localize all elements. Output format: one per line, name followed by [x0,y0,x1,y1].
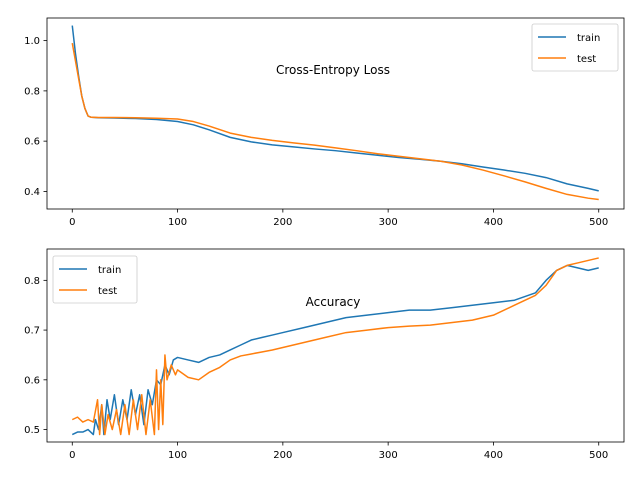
accuracy-ticks-layer: 0 100 200 300 400 500 0.5 0.6 0.7 0.8 [24,276,608,461]
accuracy-series-line-train [71,264,599,436]
loss-legend-box [531,23,619,72]
accuracy-x-tick-label: 500 [589,450,608,461]
loss-legend-train-label: train [577,33,600,44]
accuracy-y-tick-label: 0.8 [24,276,40,287]
accuracy-x-tick-label: 200 [273,450,292,461]
loss-y-tick-label: 0.6 [24,137,40,148]
accuracy-series-line-test [71,257,599,436]
loss-y-tick-label: 0.4 [24,187,40,198]
loss-chart-panel: 0 100 200 300 400 500 0.4 0.6 0.8 1.0 Cross-Entro… [24,17,625,228]
accuracy-legend: train test [52,255,138,304]
loss-series-line-test [71,42,599,201]
accuracy-y-tick-label: 0.6 [24,375,40,386]
loss-x-tick-label: 400 [484,217,503,228]
loss-x-tick-label: 0 [69,217,75,228]
accuracy-legend-box [52,255,138,304]
accuracy-y-tick-label: 0.5 [24,425,40,436]
accuracy-x-tick-label: 400 [484,450,503,461]
loss-legend: train test [531,23,619,72]
accuracy-chart-panel: 0 100 200 300 400 500 0.5 0.6 0.7 0.8 Accuracy tr… [24,248,625,461]
accuracy-x-tick-label: 0 [69,450,75,461]
loss-x-tick-label: 300 [379,217,398,228]
loss-series-layer [71,25,599,201]
accuracy-legend-test-label: test [98,286,117,297]
loss-ticks-layer: 0 100 200 300 400 500 0.4 0.6 0.8 1.0 [24,36,608,228]
accuracy-x-tick-label: 100 [168,450,187,461]
accuracy-chart-title: Accuracy [306,295,361,309]
loss-axes-frame [46,17,625,210]
loss-x-tick-label: 100 [168,217,187,228]
accuracy-y-tick-label: 0.7 [24,326,40,337]
accuracy-series-layer [71,257,599,436]
loss-chart-title: Cross-Entropy Loss [276,63,390,77]
loss-y-tick-label: 1.0 [24,36,40,47]
accuracy-x-tick-label: 300 [379,450,398,461]
loss-x-tick-label: 200 [273,217,292,228]
loss-x-tick-label: 500 [589,217,608,228]
accuracy-legend-train-label: train [98,265,121,276]
loss-y-tick-label: 0.8 [24,86,40,97]
loss-legend-test-label: test [577,54,596,65]
accuracy-axes-frame [46,248,625,443]
